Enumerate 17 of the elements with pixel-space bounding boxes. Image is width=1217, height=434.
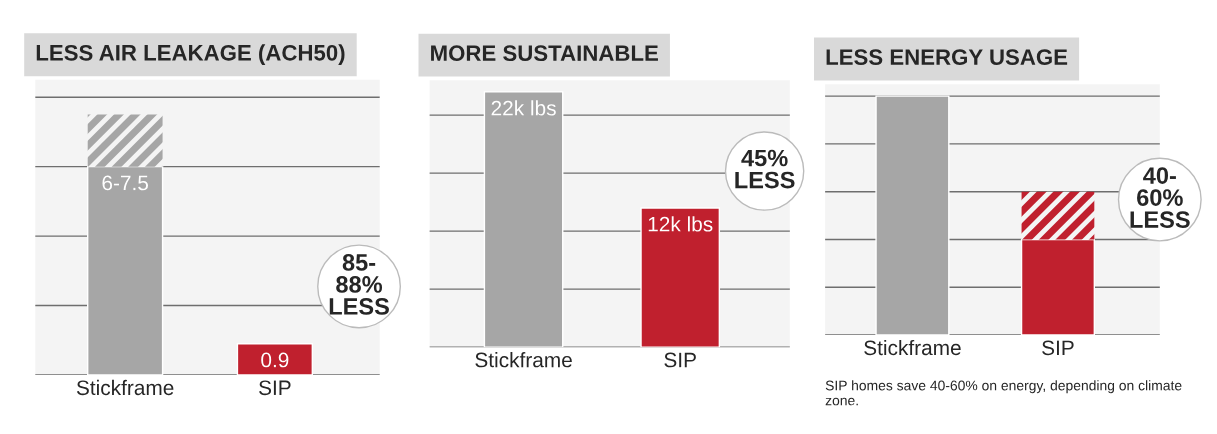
x-tick-label: Stickframe [475, 352, 572, 368]
data-label: 12k lbs [648, 216, 713, 232]
data-label: 0.9 [261, 352, 289, 368]
text: SIP homes save 40-60% on energy, depending on climate zone. [825, 380, 1182, 406]
chart-title: MORE SUSTAINABLE [431, 45, 658, 62]
x-tick-label: SIP [1042, 340, 1074, 356]
annotation: 40- 60% LESS [1130, 167, 1190, 228]
x-tick-label: Stickframe [76, 379, 174, 396]
x-tick-label: Stickframe [864, 339, 961, 356]
data-label: 22k lbs [491, 100, 556, 116]
x-tick-label: SIP [259, 380, 291, 396]
annotation: 85- 88% LESS [329, 254, 389, 315]
data-label: 6-7.5 [102, 175, 149, 191]
chart-title: LESS ENERGY USAGE [826, 49, 1068, 65]
chart-title: LESS AIR LEAKAGE (ACH50) [36, 44, 345, 66]
annotation: 45% LESS [735, 149, 795, 189]
x-tick-label: SIP [664, 352, 696, 368]
